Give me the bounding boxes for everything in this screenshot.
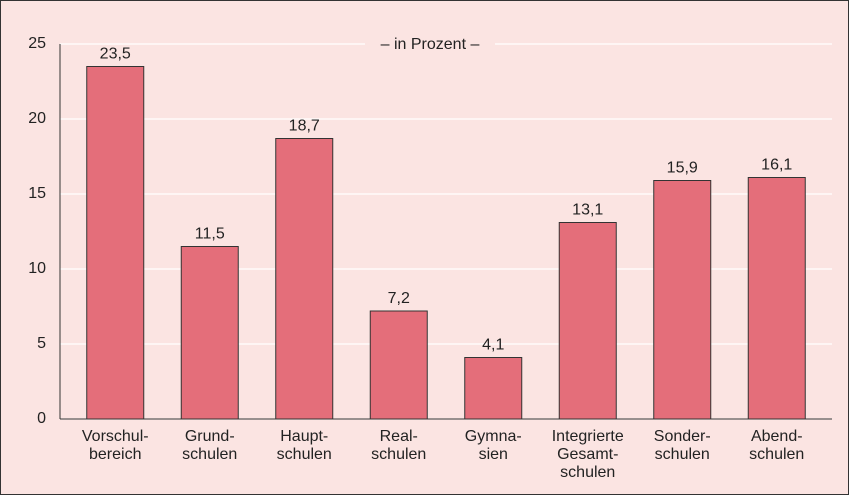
x-tick-label: Gymna-: [465, 428, 522, 445]
value-label: 16,1: [761, 157, 792, 174]
x-tick-label: Abend-: [751, 428, 803, 445]
y-tick-label: 25: [28, 35, 46, 52]
bar: [558, 222, 617, 420]
value-label: 23,5: [100, 46, 131, 63]
x-tick-label: schulen: [655, 446, 710, 463]
bar: [180, 246, 239, 420]
y-tick-label: 0: [37, 410, 46, 427]
bar: [747, 177, 806, 420]
y-tick-label: 10: [28, 260, 46, 277]
x-tick-label: schulen: [749, 446, 804, 463]
x-tick-label: Sonder-: [654, 428, 711, 445]
y-tick-label: 5: [37, 335, 46, 352]
value-label: 11,5: [195, 226, 225, 243]
value-label: 18,7: [289, 118, 320, 135]
x-tick-label: schulen: [371, 446, 426, 463]
value-label: 4,1: [482, 337, 504, 354]
bar: [653, 180, 712, 420]
x-tick-label: Vorschul-: [82, 428, 149, 445]
bar: [275, 138, 334, 420]
x-tick-label: bereich: [89, 446, 141, 463]
y-tick-label: 15: [28, 185, 46, 202]
value-label: 7,2: [388, 290, 410, 307]
x-tick-label: sien: [479, 446, 508, 463]
x-tick-label: Gesamt-: [557, 446, 618, 463]
chart-subtitle: – in Prozent –: [381, 36, 480, 53]
x-tick-label: schulen: [182, 446, 237, 463]
bar: [369, 310, 428, 420]
x-tick-label: Integrierte: [552, 428, 624, 445]
bar: [464, 357, 523, 420]
x-tick-label: Real-: [380, 428, 418, 445]
x-tick-label: schulen: [560, 464, 615, 481]
y-tick-label: 20: [28, 110, 46, 127]
value-label: 13,1: [572, 202, 603, 219]
x-tick-label: schulen: [277, 446, 332, 463]
bar: [86, 66, 145, 420]
subtitle-background: [365, 34, 495, 56]
x-tick-label: Grund-: [185, 428, 235, 445]
x-tick-label: Haupt-: [280, 428, 328, 445]
value-label: 15,9: [667, 160, 698, 177]
